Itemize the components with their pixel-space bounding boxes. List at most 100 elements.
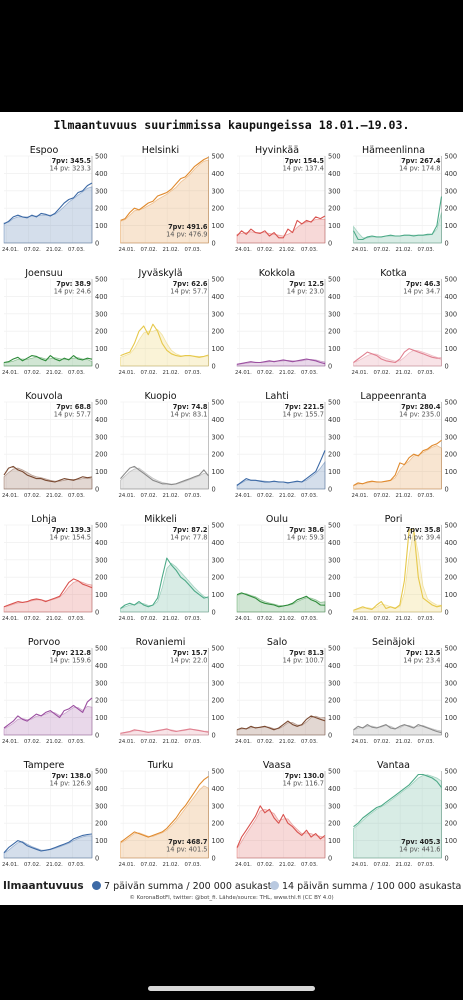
y-tick-label: 300 (212, 556, 225, 564)
y-tick-label: 0 (95, 363, 99, 371)
label-14pv: 14 pv: 34.7 (403, 288, 440, 296)
x-tick-label: 21.02. (279, 247, 296, 253)
y-tick-label: 100 (212, 345, 225, 353)
panel-jyväskylä: 0 100 200 300 400 500 24.01. 07.02. 21.02. 07.03.… (119, 268, 225, 376)
y-tick-label: 200 (95, 328, 108, 336)
y-tick-label: 300 (328, 433, 341, 441)
y-tick-label: 400 (212, 170, 225, 178)
x-tick-label: 24.01. (2, 493, 19, 499)
y-tick-label: 200 (212, 820, 225, 828)
city-name: Kuopio (144, 391, 176, 402)
label-7pv: 7pv: 12.5 (289, 280, 324, 288)
y-tick-label: 400 (328, 662, 341, 670)
legend: Ilmaantuvuus 7 päivän summa / 200 000 as… (0, 880, 463, 894)
x-tick-label: 21.02. (396, 739, 413, 745)
label-7pv: 7pv: 46.3 (406, 280, 441, 288)
y-tick-label: 100 (95, 468, 108, 476)
x-tick-label: 07.03. (418, 493, 435, 499)
label-7pv: 7pv: 212.8 (52, 649, 92, 657)
series-7-line (120, 465, 209, 486)
x-tick-label: 24.01. (2, 739, 19, 745)
city-name: Kokkola (259, 268, 296, 279)
panel-pori: 0 100 200 300 400 500 24.01. 07.02. 21.02. 07.03.… (352, 514, 458, 622)
panel-lahti: 0 100 200 300 400 500 24.01. 07.02. 21.02. 07.03.… (235, 391, 341, 499)
label-14pv: 14 pv: 401.5 (166, 846, 207, 854)
y-tick-label: 400 (328, 785, 341, 793)
y-tick-label: 0 (328, 486, 332, 494)
city-name: Espoo (30, 145, 59, 156)
x-tick-label: 07.03. (301, 862, 318, 868)
x-tick-label: 24.01. (119, 493, 136, 499)
city-name: Rovaniemi (136, 637, 186, 648)
series-7-line (120, 775, 209, 843)
city-name: Seinäjoki (372, 637, 415, 648)
y-tick-label: 200 (95, 574, 108, 582)
y-tick-label: 200 (95, 820, 108, 828)
y-tick-label: 400 (445, 539, 458, 547)
y-tick-label: 400 (445, 416, 458, 424)
x-tick-label: 07.03. (418, 370, 435, 376)
x-tick-label: 07.02. (257, 616, 274, 622)
y-tick-label: 500 (445, 399, 458, 407)
x-tick-label: 21.02. (46, 493, 63, 499)
series-7-line (3, 355, 93, 364)
label-7pv: 7pv: 62.6 (173, 280, 208, 288)
label-7pv: 7pv: 68.8 (56, 403, 91, 411)
panel-oulu: 0 100 200 300 400 500 24.01. 07.02. 21.02. 07.03.… (235, 514, 341, 622)
city-name: Pori (385, 514, 403, 525)
series-7-line (236, 805, 326, 848)
x-tick-label: 07.03. (418, 616, 435, 622)
city-name: Lahti (265, 391, 289, 402)
x-tick-label: 07.03. (68, 370, 85, 376)
series-7-line (120, 728, 209, 734)
x-tick-label: 24.01. (235, 370, 252, 376)
label-7pv: 7pv: 38.9 (56, 280, 91, 288)
y-tick-label: 400 (328, 293, 341, 301)
y-tick-label: 300 (445, 310, 458, 318)
legend-label-7: 7 päivän summa / 200 000 asukasta (104, 881, 278, 892)
panel-espoo: 0 100 200 300 400 500 24.01. 07.02. 21.02. 07.03.… (2, 145, 108, 253)
x-tick-label: 24.01. (119, 616, 136, 622)
y-tick-label: 200 (328, 205, 341, 213)
y-tick-label: 300 (328, 802, 341, 810)
label-14pv: 14 pv: 24.6 (54, 288, 91, 296)
y-tick-label: 0 (212, 363, 216, 371)
y-tick-label: 0 (328, 609, 332, 617)
series-7-line (236, 358, 326, 365)
y-tick-label: 400 (95, 293, 108, 301)
x-tick-label: 21.02. (163, 616, 180, 622)
panel-kuopio: 0 100 200 300 400 500 24.01. 07.02. 21.02. 07.03.… (119, 391, 225, 499)
series-14-area (353, 774, 442, 859)
label-7pv: 7pv: 74.8 (173, 403, 208, 411)
y-tick-label: 200 (445, 451, 458, 459)
series-7-line (120, 156, 209, 221)
x-tick-label: 07.02. (24, 247, 41, 253)
label-7pv: 7pv: 87.2 (173, 526, 208, 534)
y-tick-label: 0 (328, 240, 332, 248)
y-tick-label: 200 (445, 205, 458, 213)
y-tick-label: 200 (328, 697, 341, 705)
y-tick-label: 500 (445, 645, 458, 653)
chart-title: Ilmaantuvuus suurimmissa kaupungeissa 18… (53, 118, 410, 132)
chart-sheet: Ilmaantuvuus suurimmissa kaupungeissa 18… (0, 112, 463, 905)
x-tick-label: 07.03. (301, 493, 318, 499)
y-tick-label: 100 (212, 222, 225, 230)
series-14-area (236, 460, 326, 490)
y-tick-label: 500 (445, 522, 458, 530)
series-7-line (353, 196, 443, 241)
x-tick-label: 24.01. (119, 862, 136, 868)
city-name: Lappeenranta (360, 391, 426, 402)
x-tick-label: 21.02. (46, 247, 63, 253)
label-14pv: 14 pv: 155.7 (283, 411, 324, 419)
y-tick-label: 0 (212, 240, 216, 248)
y-tick-label: 0 (95, 732, 99, 740)
city-name: Kotka (380, 268, 406, 279)
x-tick-label: 07.03. (185, 862, 202, 868)
y-tick-label: 300 (95, 556, 108, 564)
x-tick-label: 24.01. (352, 862, 369, 868)
label-7pv: 7pv: 405.3 (401, 838, 441, 846)
panel-kokkola: 0 100 200 300 400 500 24.01. 07.02. 21.02. 07.03.… (235, 268, 341, 376)
y-tick-label: 400 (95, 170, 108, 178)
home-indicator[interactable] (148, 986, 315, 991)
x-tick-label: 07.02. (374, 862, 391, 868)
